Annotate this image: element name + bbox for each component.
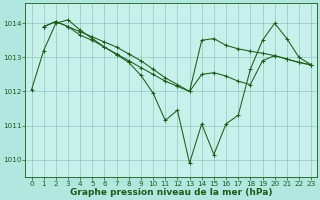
X-axis label: Graphe pression niveau de la mer (hPa): Graphe pression niveau de la mer (hPa)	[70, 188, 273, 197]
